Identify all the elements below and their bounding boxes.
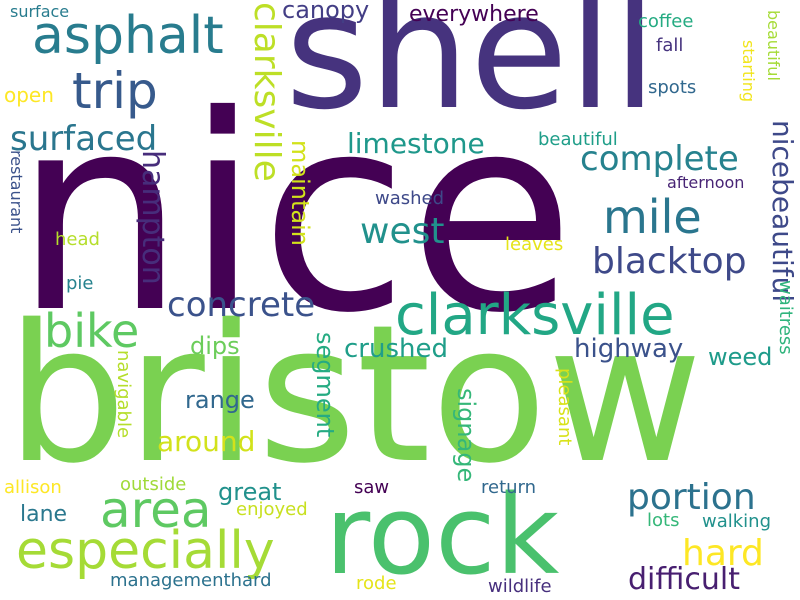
word-hampton: hampton bbox=[135, 150, 170, 285]
word-walking: walking bbox=[702, 511, 772, 532]
word-mile: mile bbox=[603, 190, 702, 244]
word-especially: especially bbox=[16, 521, 275, 581]
word-blacktop: blacktop bbox=[592, 241, 747, 282]
word-maintain: maintain bbox=[286, 140, 314, 246]
word-great: great bbox=[218, 478, 282, 506]
word-crushed: crushed bbox=[344, 334, 448, 364]
word-fall: fall bbox=[656, 35, 684, 56]
word-washed: washed bbox=[375, 188, 445, 209]
word-signage: signage bbox=[452, 388, 480, 483]
word-area: area bbox=[100, 481, 212, 539]
word-saw: saw bbox=[354, 477, 390, 498]
word-afternoon: afternoon bbox=[667, 173, 745, 192]
word-pleasant: pleasant bbox=[554, 368, 575, 446]
word-complete: complete bbox=[580, 139, 739, 179]
word-nice: nice bbox=[14, 57, 575, 372]
word-surfaced: surfaced bbox=[10, 119, 158, 159]
word-dips: dips bbox=[190, 332, 240, 360]
word-pie: pie bbox=[66, 273, 94, 294]
word-beautiful-vertical: beautiful bbox=[764, 10, 783, 81]
word-asphalt: asphalt bbox=[32, 6, 224, 66]
word-weed: weed bbox=[708, 343, 773, 371]
word-return: return bbox=[481, 477, 537, 498]
word-shell: shell bbox=[285, 0, 658, 145]
word-hard: hard bbox=[682, 533, 764, 574]
word-nicebeautiful: nicebeautiful bbox=[766, 120, 799, 303]
word-around: around bbox=[157, 425, 256, 458]
word-trip: trip bbox=[72, 62, 158, 120]
word-lots: lots bbox=[647, 510, 680, 531]
word-managementhard: managementhard bbox=[110, 570, 272, 591]
word-clarksville-vertical: clarksville bbox=[246, 2, 287, 182]
word-spots: spots bbox=[648, 77, 697, 98]
word-open: open bbox=[4, 83, 54, 107]
word-bike: bike bbox=[44, 304, 140, 358]
word-navigable: navigable bbox=[113, 350, 134, 439]
word-portion: portion bbox=[627, 477, 756, 518]
word-head: head bbox=[55, 229, 100, 250]
word-coffee: coffee bbox=[638, 11, 694, 32]
word-beautiful: beautiful bbox=[538, 129, 618, 150]
word-waitress: waitress bbox=[775, 280, 796, 355]
word-restaurant: restaurant bbox=[7, 150, 26, 234]
word-west: west bbox=[360, 211, 445, 252]
word-difficult: difficult bbox=[628, 562, 740, 597]
word-rode: rode bbox=[356, 573, 397, 594]
word-clarksville: clarksville bbox=[395, 283, 675, 348]
word-surface: surface bbox=[10, 2, 70, 21]
word-lane: lane bbox=[20, 502, 68, 527]
word-concrete: concrete bbox=[167, 285, 316, 325]
word-everywhere: everywhere bbox=[409, 2, 539, 27]
word-wildlife: wildlife bbox=[488, 576, 552, 597]
word-canopy: canopy bbox=[282, 0, 370, 24]
word-allison: allison bbox=[4, 477, 62, 498]
word-enjoyed: enjoyed bbox=[236, 499, 308, 520]
word-rock: rock bbox=[325, 471, 560, 599]
word-starting: starting bbox=[739, 40, 758, 103]
word-limestone: limestone bbox=[347, 127, 485, 160]
word-leaves: leaves bbox=[505, 234, 564, 255]
word-range: range bbox=[185, 386, 255, 414]
word-bristow: bristow bbox=[6, 284, 703, 505]
word-segment: segment bbox=[311, 332, 339, 438]
word-outside: outside bbox=[120, 474, 187, 495]
word-highway: highway bbox=[574, 334, 684, 364]
